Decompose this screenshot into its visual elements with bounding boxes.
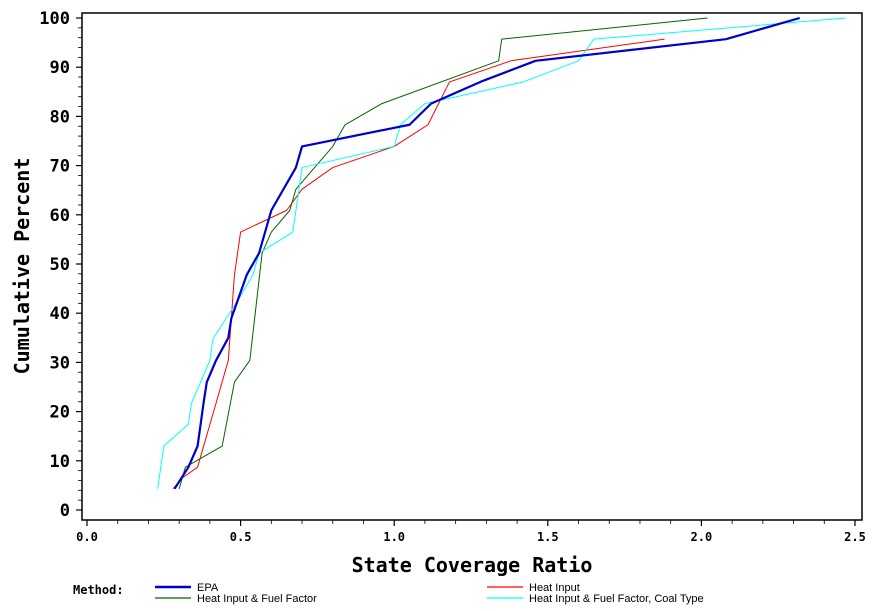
legend-label: EPA xyxy=(197,582,219,594)
y-tick-label: 60 xyxy=(50,206,70,226)
legend-label: Heat Input & Fuel Factor, Coal Type xyxy=(529,593,704,605)
y-axis: 0 10 20 30 40 50 60 70 80 90 100 xyxy=(39,9,82,521)
series-line-heat-input-fuel-factor-coal-type xyxy=(157,17,846,489)
x-axis-title: State Coverage Ratio xyxy=(352,553,593,577)
legend-label: Heat Input & Fuel Factor xyxy=(197,593,317,605)
x-tick-label: 2.0 xyxy=(691,530,713,544)
series-line-heat-input-fuel-factor xyxy=(178,17,708,489)
y-tick-label: 30 xyxy=(50,353,70,373)
x-tick-label: 0.0 xyxy=(76,530,98,544)
series-layer xyxy=(157,16,846,490)
x-tick-label: 2.5 xyxy=(844,530,866,544)
y-tick-label: 40 xyxy=(50,304,70,324)
y-tick-label: 100 xyxy=(39,9,70,29)
series-line-heat-input xyxy=(172,38,665,490)
legend-title: Method: xyxy=(73,583,124,597)
y-tick-label: 50 xyxy=(50,255,70,275)
y-tick-label: 10 xyxy=(50,452,70,472)
y-axis-title: Cumulative Percent xyxy=(10,158,34,375)
plot-frame xyxy=(81,12,863,521)
x-tick-label: 1.5 xyxy=(537,530,559,544)
series-line-epa xyxy=(173,16,801,490)
y-tick-label: 70 xyxy=(50,157,70,177)
x-tick-label: 1.0 xyxy=(383,530,405,544)
y-tick-label: 0 xyxy=(60,501,70,521)
x-axis: 0.0 0.5 1.0 1.5 2.0 2.5 xyxy=(76,520,866,544)
y-tick-label: 20 xyxy=(50,403,70,423)
y-tick-label: 90 xyxy=(50,58,70,78)
x-tick-label: 0.5 xyxy=(230,530,252,544)
legend-label: Heat Input xyxy=(529,582,580,594)
y-tick-label: 80 xyxy=(50,107,70,127)
